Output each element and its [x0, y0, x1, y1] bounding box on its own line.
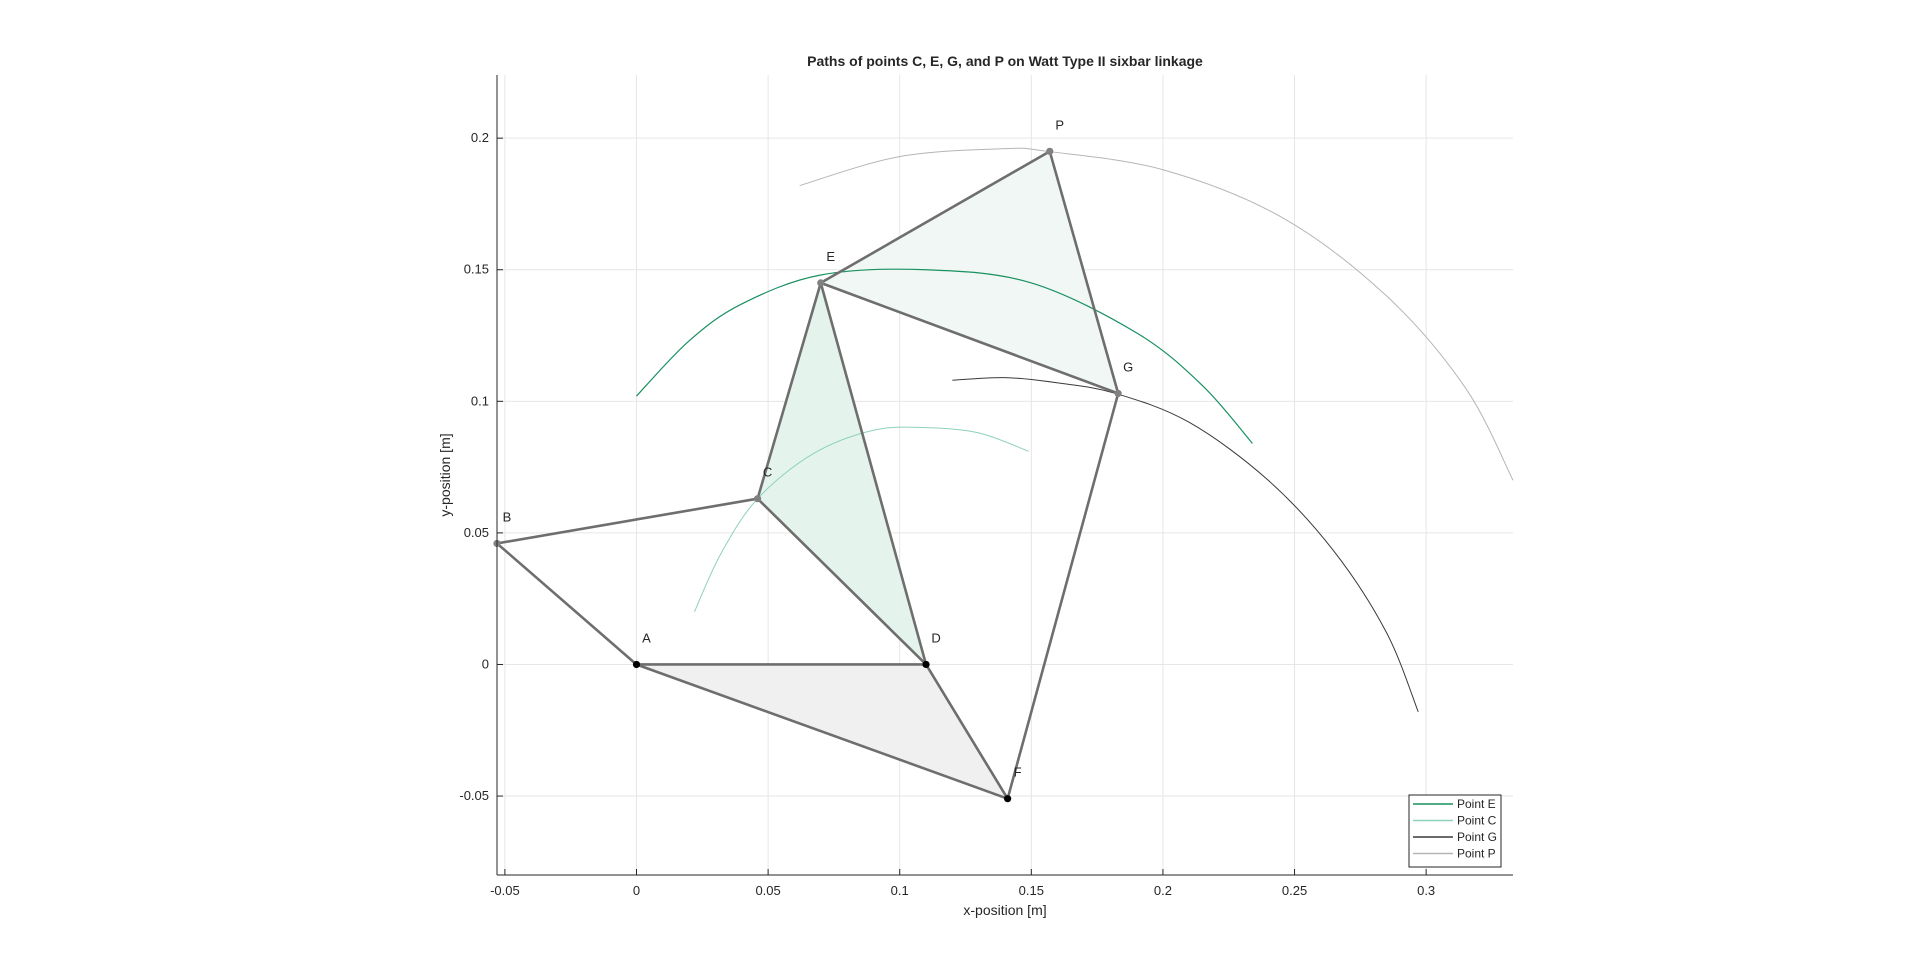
joint-F	[1004, 795, 1012, 803]
tick-labels: -0.05 0 0.05 0.1 0.15 0.2 0.25 0.3 -0.05 0 0.05 0.1…	[459, 130, 1435, 898]
chart-title: Paths of points C, E, G, and P on Watt T…	[807, 53, 1203, 69]
path-point-e	[636, 268, 1253, 444]
axes	[496, 75, 1513, 876]
x-tick-label: 0.2	[1154, 883, 1172, 898]
joint-A	[632, 660, 641, 669]
x-axis-label: x-position [m]	[963, 902, 1046, 918]
y-tick-label: 0.05	[464, 525, 489, 540]
bar-CE	[756, 281, 823, 500]
legend-label: Point G	[1457, 830, 1497, 844]
legend-box	[1408, 794, 1502, 868]
joint-P	[1046, 147, 1054, 155]
bar-CD	[756, 497, 928, 666]
bar-DF	[924, 663, 1009, 800]
legend-label: Point C	[1457, 814, 1497, 828]
bar-EG	[819, 281, 1120, 395]
y-tick-label: 0.15	[464, 262, 489, 277]
bar-AB	[495, 542, 638, 666]
bar-BC	[495, 497, 759, 545]
x-tick-label: 0.15	[1019, 883, 1044, 898]
joint-label-D: D	[931, 630, 940, 645]
y-tick-label: 0	[482, 656, 489, 671]
legend: Point E Point C Point G Point P	[1408, 794, 1502, 868]
bar-ED	[819, 281, 928, 666]
joint-D	[922, 660, 930, 669]
x-tick-label: 0.1	[891, 883, 909, 898]
joint-E	[817, 279, 825, 287]
bar-AF	[635, 663, 1009, 800]
x-tick-label: 0	[633, 883, 640, 898]
joint-label-G: G	[1123, 359, 1133, 374]
y-axis-label: y-position [m]	[437, 433, 453, 516]
path-point-g	[952, 377, 1419, 713]
path-point-p	[799, 147, 1514, 481]
legend-label: Point E	[1457, 797, 1496, 811]
joint-G	[1114, 389, 1122, 398]
x-tick-label: 0.3	[1417, 883, 1435, 898]
linkage-bars	[495, 150, 1120, 800]
x-tick-label: 0.05	[755, 883, 780, 898]
joint-C	[753, 495, 762, 503]
joint-label-B: B	[503, 509, 512, 524]
y-tick-label: 0.1	[471, 393, 489, 408]
bar-GP	[1048, 150, 1120, 395]
y-tick-label: 0.2	[471, 130, 489, 145]
joint-label-C: C	[763, 465, 772, 480]
bar-EP	[819, 150, 1052, 285]
joint-label-A: A	[642, 630, 651, 645]
joint-label-F: F	[1014, 765, 1022, 780]
y-tick-label: -0.05	[459, 788, 489, 803]
path-point-c	[693, 426, 1029, 613]
link-C-D-E-fill	[757, 282, 927, 665]
joint-label-E: E	[826, 249, 835, 264]
point-paths	[636, 147, 1514, 713]
bar-GF	[1006, 392, 1120, 800]
x-tick-label: -0.05	[490, 883, 520, 898]
joint-label-P: P	[1055, 117, 1064, 132]
legend-label: Point P	[1457, 847, 1496, 861]
x-tick-label: 0.25	[1282, 883, 1307, 898]
